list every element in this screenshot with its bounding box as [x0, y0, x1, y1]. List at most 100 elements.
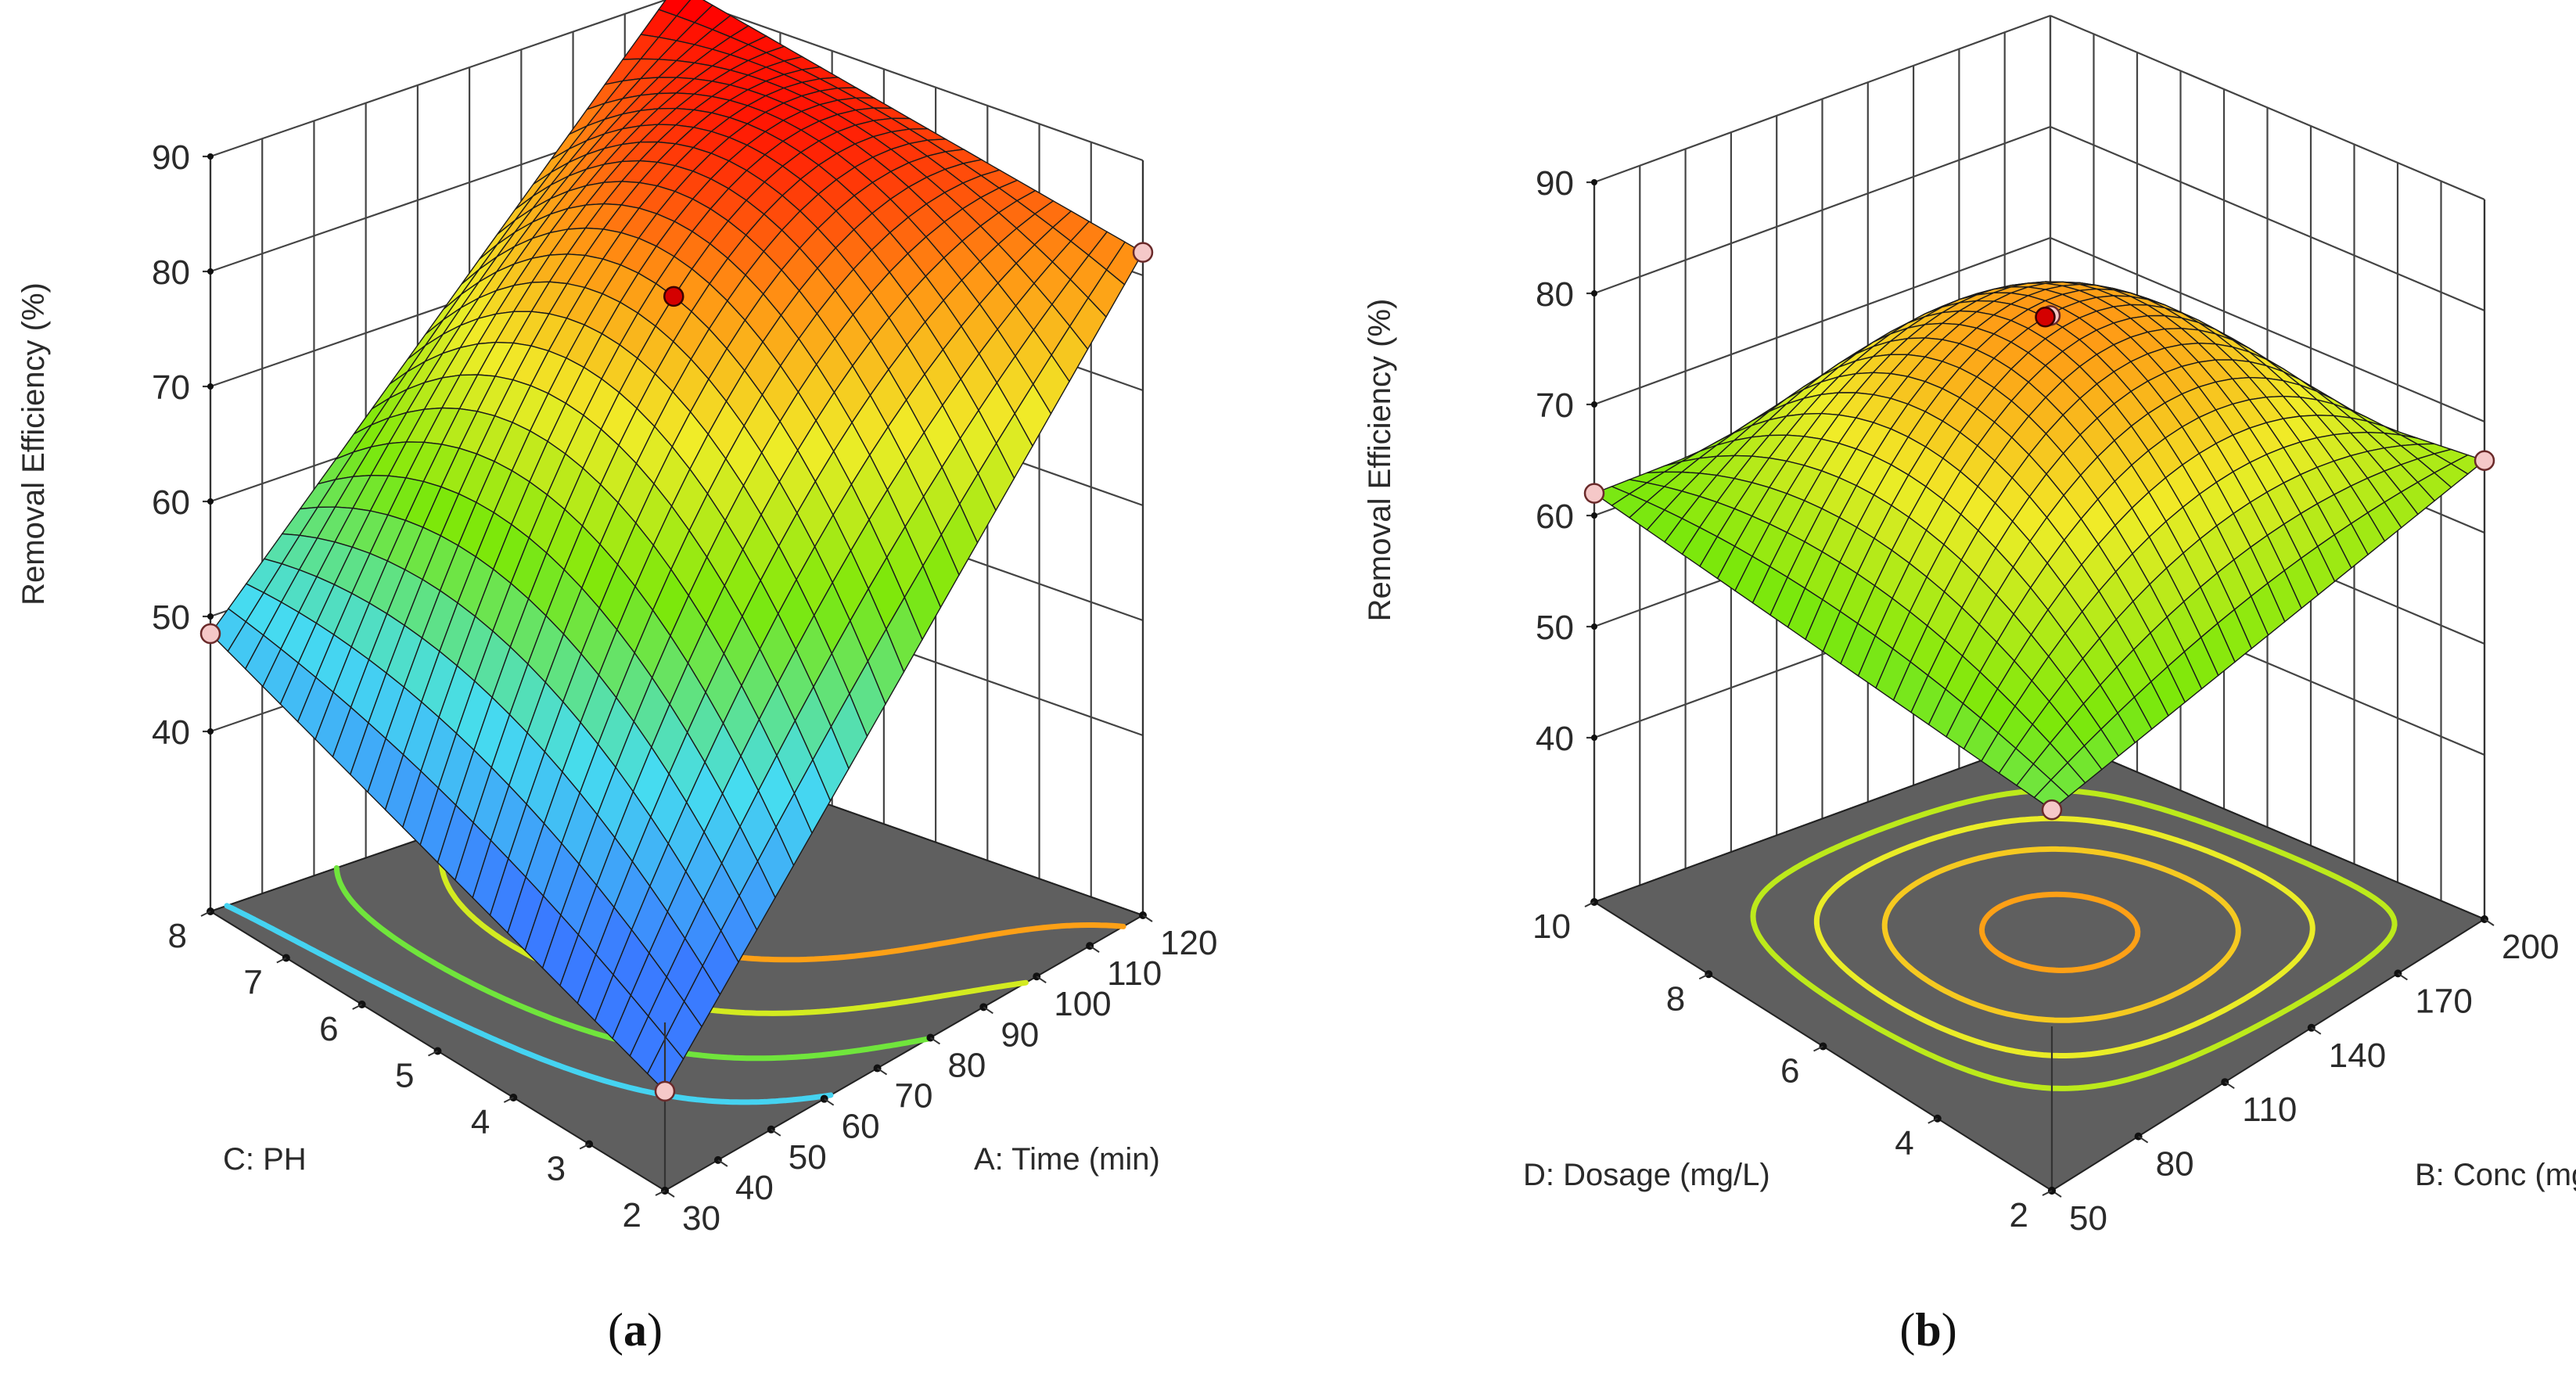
x-tick-label: 140: [2329, 1037, 2386, 1075]
x-tick-mark: [2484, 918, 2495, 926]
y-tick-mark: [503, 1097, 514, 1103]
z-tick-dot: [207, 268, 214, 275]
y-tick-label: 4: [1895, 1124, 1913, 1162]
z-tick-dot: [1591, 512, 1597, 519]
z-tick-label: 80: [152, 253, 190, 292]
y-tick-mark: [1584, 901, 1595, 907]
y-axis-ticks: 2 3 4 5 6 7 8: [168, 907, 669, 1234]
y-tick-label: 7: [243, 964, 262, 1002]
y-tick-mark: [1928, 1117, 1938, 1124]
x-tick-label: 80: [947, 1046, 986, 1084]
x-tick-mark: [717, 1159, 728, 1167]
y-tick-mark: [2042, 1190, 2053, 1196]
x-tick-label: 60: [842, 1108, 880, 1146]
floor-contours: [1750, 787, 2398, 1091]
z-axis-label: Removal Efficiency (%): [16, 282, 51, 605]
z-tick-dot: [1591, 179, 1597, 185]
x-tick-label: 40: [735, 1169, 774, 1207]
z-axis-ticks: 40 50 60 70 80 90: [1536, 164, 1597, 758]
contour-line: [333, 865, 932, 1062]
x-tick-label: 70: [895, 1077, 933, 1116]
x-tick-label: 110: [2242, 1091, 2297, 1129]
surface-plot-b-canvas: 40 50 60 70 80 90 Removal Efficiency (%) 50 80 11…: [1363, 14, 2576, 1356]
z-tick-label: 80: [1536, 275, 1574, 314]
y-tick-mark: [655, 1190, 666, 1196]
x-tick-mark: [1142, 914, 1153, 922]
wall-grid-line: [1593, 125, 2051, 295]
caption-letter: b: [1915, 1304, 1941, 1356]
z-tick-label: 60: [1536, 498, 1574, 536]
corner-design-point: [1132, 242, 1154, 263]
surface-plot-b-group: 40 50 60 70 80 90 Removal Efficiency (%) 50 80 11…: [1363, 14, 2576, 1356]
surface-plot-b: 40 50 60 70 80 90 Removal Efficiency (%) 50 80 11…: [1288, 0, 2576, 1387]
x-tick-mark: [824, 1098, 835, 1106]
z-tick-label: 70: [1536, 386, 1574, 425]
z-axis-ticks: 40 50 60 70 80 90: [152, 138, 214, 752]
x-tick-label: 110: [1107, 954, 1162, 993]
caption-open-paren: (: [1899, 1304, 1915, 1356]
z-tick-dot: [1591, 290, 1597, 296]
box-edges: [209, 156, 1144, 1191]
x-tick-mark: [2138, 1135, 2149, 1144]
y-tick-mark: [1813, 1045, 1823, 1052]
response-surface: [210, 0, 1144, 1093]
caption-close-paren: ): [1942, 1304, 1957, 1356]
z-tick-dot: [207, 153, 214, 160]
y-tick-label: 6: [1780, 1052, 1799, 1091]
response-surface: [1593, 281, 2486, 810]
y-tick-label: 4: [471, 1103, 490, 1141]
x-tick-mark: [1089, 945, 1100, 953]
y-tick-label: 5: [395, 1057, 414, 1095]
y-tick-label: 2: [623, 1196, 641, 1234]
y-tick-mark: [200, 911, 211, 917]
x-tick-label: 100: [1054, 985, 1111, 1023]
caption-letter: a: [623, 1304, 647, 1356]
corner-design-point: [1583, 483, 1605, 504]
x-tick-label: 50: [789, 1138, 827, 1177]
z-tick-label: 50: [152, 598, 190, 637]
wall-grid-line: [210, 0, 668, 158]
x-tick-label: 120: [1160, 924, 1217, 962]
y-tick-mark: [1698, 973, 1709, 980]
corner-design-point: [2041, 799, 2063, 821]
x-tick-mark: [2311, 1026, 2322, 1035]
box-edges: [1593, 182, 2486, 1191]
y-tick-mark: [579, 1143, 590, 1150]
floor-plane: [1592, 734, 2487, 1192]
x-tick-label: 170: [2415, 982, 2472, 1020]
x-tick-mark: [983, 1006, 993, 1015]
x-tick-mark: [1036, 976, 1047, 984]
x-tick-mark: [2397, 972, 2408, 981]
z-tick-dot: [207, 613, 214, 620]
x-tick-label: 80: [2156, 1145, 2194, 1184]
y-tick-label: 2: [2010, 1196, 2028, 1234]
surface-plot-a-group: 40 50 60 70 80 90 Removal Efficiency (%) 30 40 50…: [16, 0, 1217, 1356]
panel-caption: (b): [1899, 1304, 1956, 1356]
wall-grid-line: [1593, 14, 2051, 184]
z-tick-label: 40: [1536, 720, 1574, 758]
x-tick-label: 50: [2069, 1199, 2107, 1238]
z-tick-label: 60: [152, 483, 190, 522]
design-points: [199, 242, 1154, 1102]
corner-design-point: [2474, 450, 2495, 471]
panel-caption: (a): [608, 1304, 663, 1356]
surface-cell: [2033, 779, 2070, 810]
contour-line: [1750, 787, 2398, 1091]
y-tick-label: 10: [1532, 907, 1571, 946]
design-points: [1583, 305, 2495, 821]
caption-open-paren: (: [608, 1304, 623, 1356]
wall-grid-line: [1593, 236, 2051, 406]
z-tick-dot: [1591, 623, 1597, 630]
contour-line: [224, 903, 834, 1105]
x-tick-label: 90: [1001, 1015, 1039, 1054]
z-tick-label: 50: [1536, 609, 1574, 647]
contour-line: [1813, 815, 2316, 1058]
y-tick-mark: [352, 1004, 363, 1010]
x-tick-mark: [771, 1128, 781, 1137]
y-tick-mark: [428, 1050, 438, 1057]
x-axis-label: A: Time (min): [974, 1142, 1160, 1177]
y-axis-label: D: Dosage (mg/L): [1523, 1158, 1770, 1192]
wall-grid-line: [2050, 14, 2485, 201]
x-axis-ticks: 50 80 110 140 170 200: [2048, 915, 2559, 1238]
x-tick-mark: [929, 1037, 940, 1045]
